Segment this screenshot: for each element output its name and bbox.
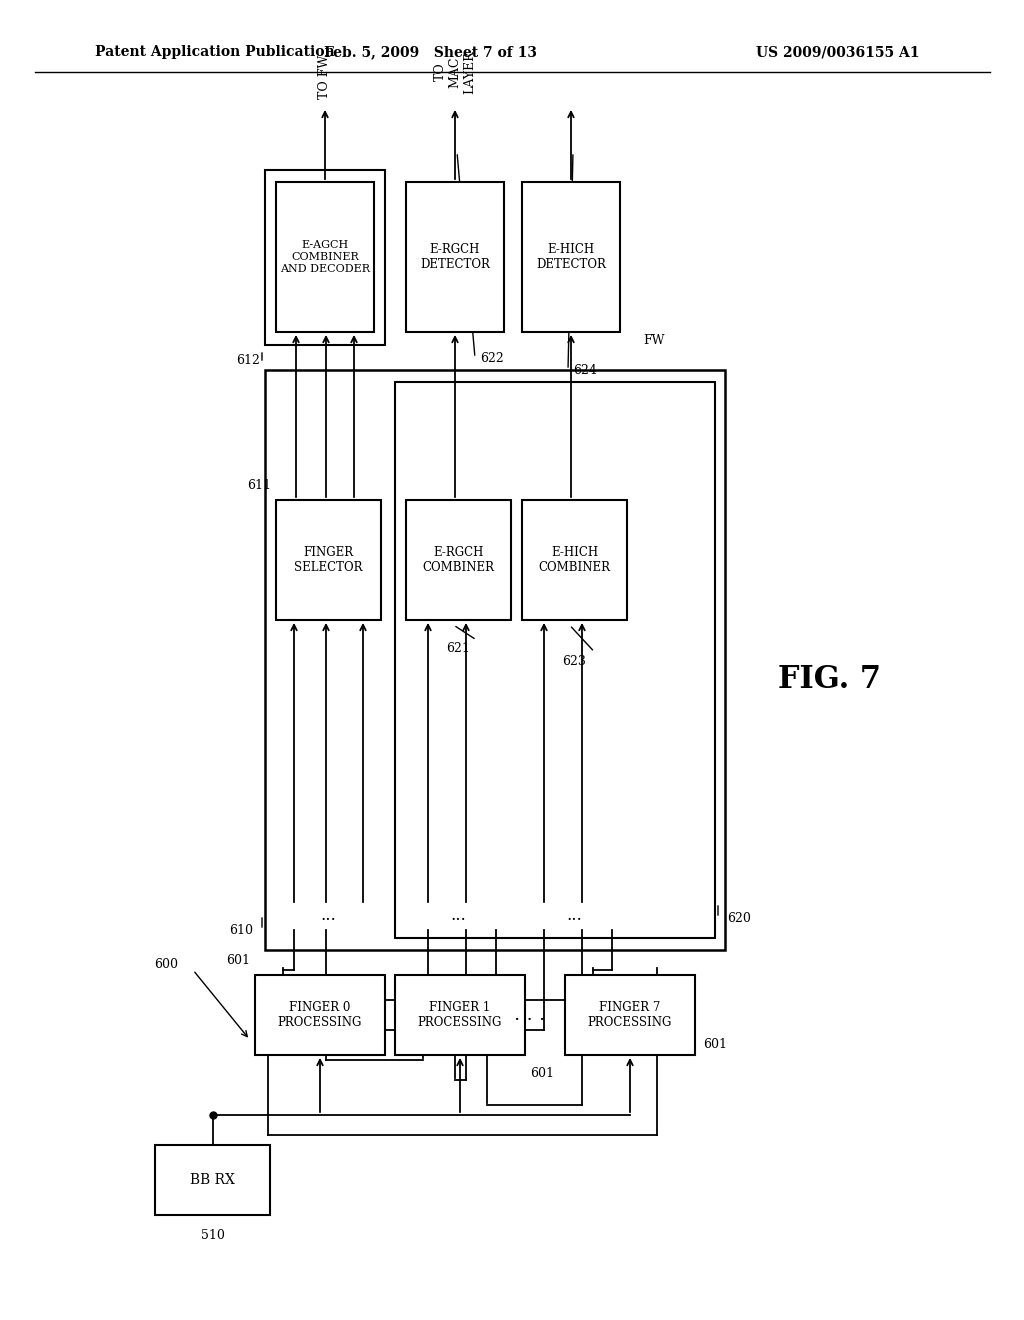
Text: 510: 510: [201, 1229, 224, 1242]
Text: E-RGCH
DETECTOR: E-RGCH DETECTOR: [420, 243, 489, 271]
Text: 621: 621: [446, 642, 470, 655]
Text: 623: 623: [562, 655, 587, 668]
Text: FINGER 7
PROCESSING: FINGER 7 PROCESSING: [588, 1001, 672, 1030]
Bar: [395, 381, 715, 939]
Text: FIG. 7: FIG. 7: [778, 664, 882, 696]
Text: FINGER 1
PROCESSING: FINGER 1 PROCESSING: [418, 1001, 502, 1030]
Bar: [406, 500, 511, 620]
Text: 612: 612: [237, 354, 260, 367]
Text: ...: ...: [321, 907, 336, 924]
Text: Patent Application Publication: Patent Application Publication: [95, 45, 335, 59]
Bar: [265, 370, 725, 950]
Bar: [276, 500, 381, 620]
Text: TO
MAC
LAYER: TO MAC LAYER: [433, 50, 476, 94]
Text: 624: 624: [573, 363, 597, 376]
Bar: [565, 975, 695, 1055]
Bar: [522, 182, 620, 333]
Text: TO FW: TO FW: [318, 55, 332, 99]
Text: Feb. 5, 2009   Sheet 7 of 13: Feb. 5, 2009 Sheet 7 of 13: [324, 45, 537, 59]
Text: . . .: . . .: [514, 1006, 546, 1024]
Bar: [395, 975, 525, 1055]
Bar: [276, 182, 374, 333]
Text: US 2009/0036155 A1: US 2009/0036155 A1: [757, 45, 920, 59]
Text: E-HICH
COMBINER: E-HICH COMBINER: [539, 546, 610, 574]
Text: 601: 601: [703, 1039, 727, 1052]
Text: ...: ...: [451, 907, 466, 924]
Text: ...: ...: [566, 907, 583, 924]
Text: E-AGCH
COMBINER
AND DECODER: E-AGCH COMBINER AND DECODER: [280, 240, 370, 273]
Bar: [522, 500, 627, 620]
Bar: [155, 1144, 270, 1214]
Bar: [406, 182, 504, 333]
Text: BB RX: BB RX: [190, 1173, 234, 1187]
Text: 620: 620: [727, 912, 751, 924]
Text: E-HICH
DETECTOR: E-HICH DETECTOR: [536, 243, 606, 271]
Bar: [255, 975, 385, 1055]
Text: 622: 622: [480, 351, 504, 364]
Text: 610: 610: [229, 924, 253, 936]
Text: 601: 601: [226, 954, 250, 968]
Text: FINGER
SELECTOR: FINGER SELECTOR: [294, 546, 362, 574]
Text: FW: FW: [643, 334, 665, 346]
Text: 601: 601: [530, 1067, 554, 1080]
Text: E-RGCH
COMBINER: E-RGCH COMBINER: [423, 546, 495, 574]
Text: 600: 600: [154, 958, 178, 972]
Text: FINGER 0
PROCESSING: FINGER 0 PROCESSING: [278, 1001, 362, 1030]
Text: 611: 611: [247, 479, 271, 492]
Bar: [265, 170, 385, 345]
